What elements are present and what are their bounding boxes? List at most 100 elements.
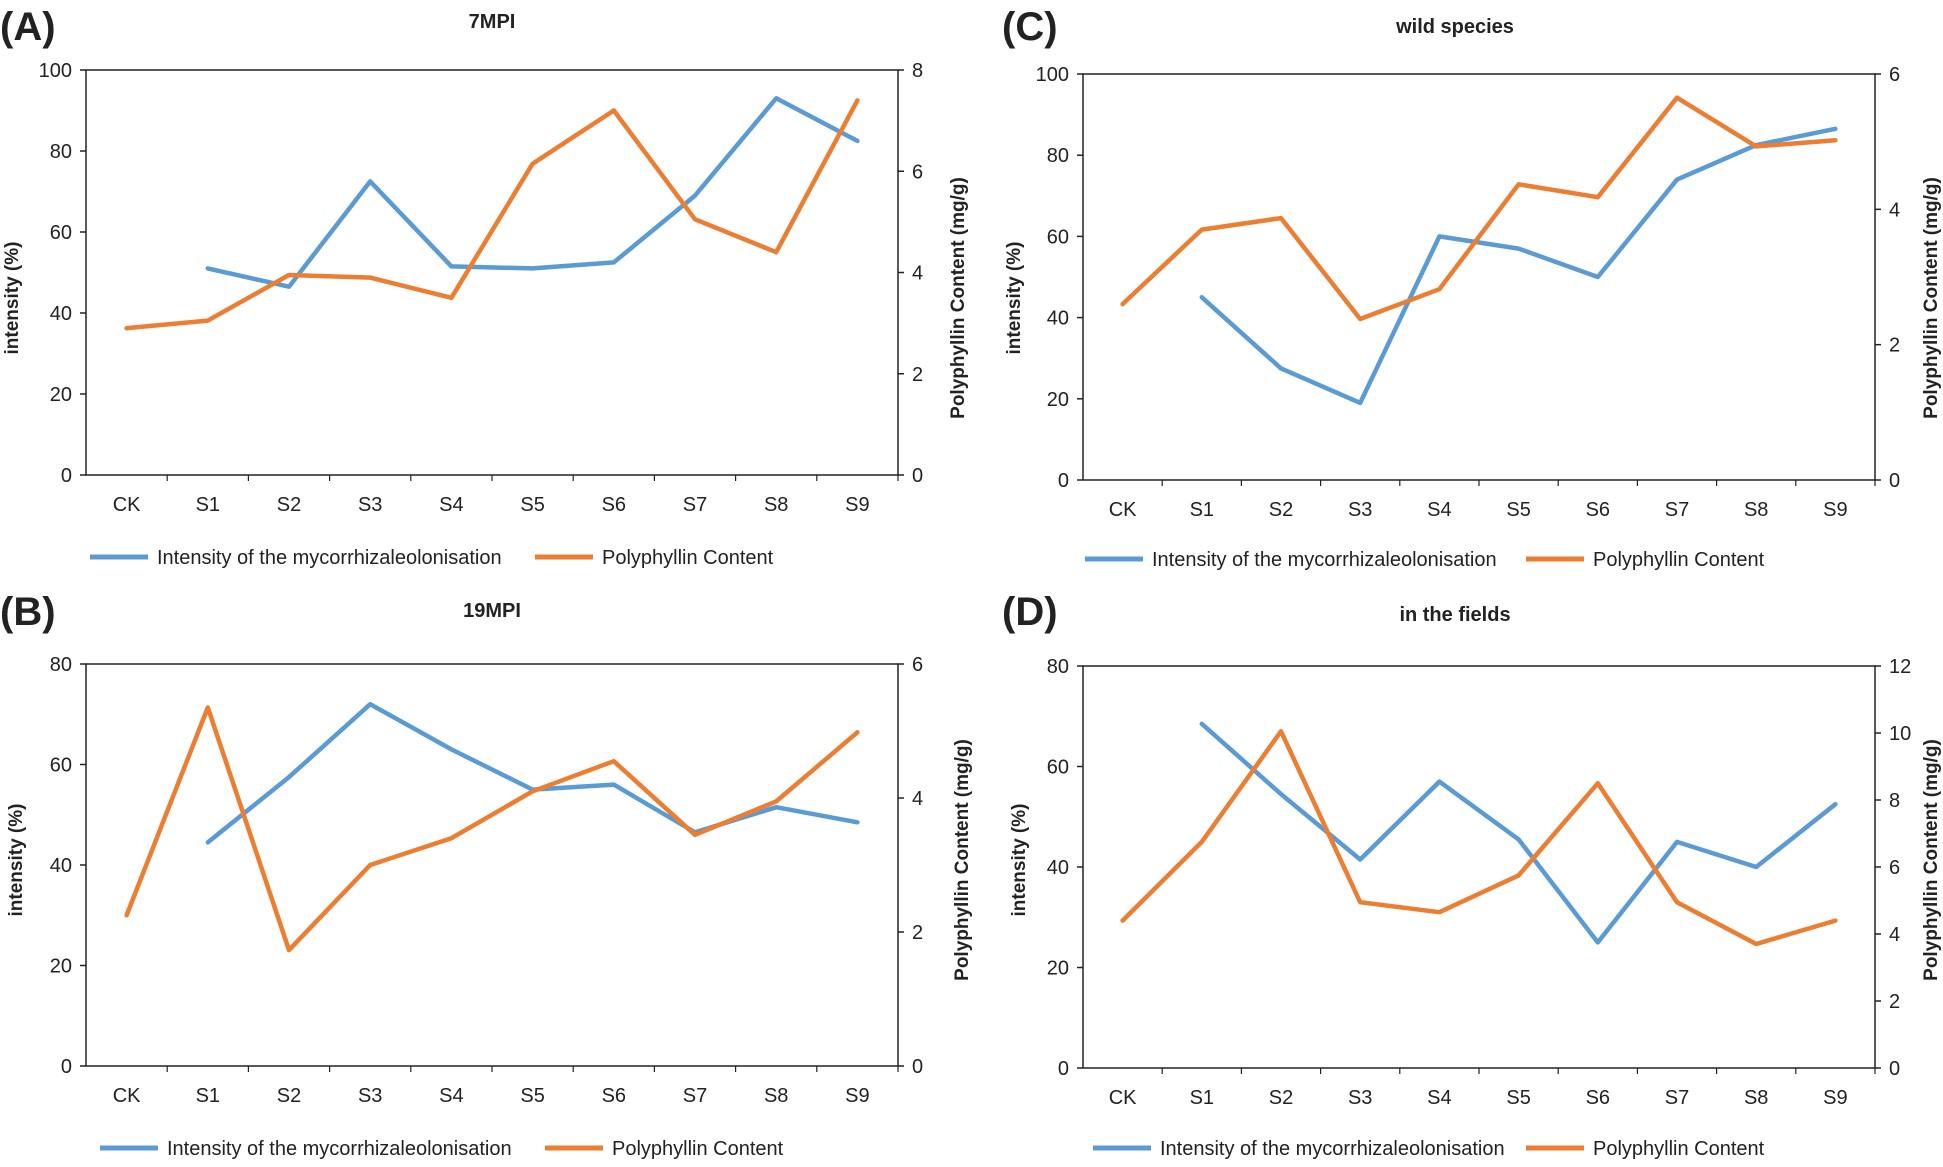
plot-area <box>86 70 898 475</box>
chart-title: 19MPI <box>463 600 521 622</box>
y2-tick-label: 8 <box>1889 790 1900 812</box>
y2-tick-label: 10 <box>1889 723 1911 745</box>
chart-title: in the fields <box>1399 604 1510 626</box>
series-line-content <box>127 708 858 951</box>
legend-label-content: Polyphyllin Content <box>612 1138 784 1160</box>
y2-tick-label: 0 <box>912 1056 923 1078</box>
y-tick-label: 40 <box>50 303 72 325</box>
y-axis-title: intensity (%) <box>1009 804 1030 917</box>
legend-label-content: Polyphyllin Content <box>1593 549 1765 571</box>
x-tick-label: S2 <box>1269 499 1293 521</box>
x-tick-label: S3 <box>1348 1087 1372 1109</box>
x-tick-label: S1 <box>196 1085 220 1107</box>
y-tick-label: 60 <box>50 222 72 244</box>
panel-label: (C) <box>1002 5 1058 49</box>
y-tick-label: 20 <box>1047 958 1069 980</box>
y-tick-label: 40 <box>50 855 72 877</box>
x-tick-label: S8 <box>1744 1087 1768 1109</box>
x-tick-label: S8 <box>764 1085 788 1107</box>
y-tick-label: 80 <box>50 654 72 676</box>
y-tick-label: 80 <box>1047 656 1069 678</box>
y2-tick-label: 8 <box>912 60 923 82</box>
y2-tick-label: 0 <box>1889 1058 1900 1080</box>
y2-tick-label: 0 <box>912 465 923 487</box>
x-tick-label: S7 <box>683 1085 707 1107</box>
chart-title: 7MPI <box>469 11 516 33</box>
y2-axis-title: Polyphyllin Content (mg/g) <box>948 177 969 419</box>
series-line-intensity <box>1202 724 1836 943</box>
y2-tick-label: 0 <box>1889 470 1900 492</box>
plot-area <box>1083 74 1875 480</box>
x-tick-label: S7 <box>1665 499 1689 521</box>
x-tick-label: CK <box>113 494 141 516</box>
x-tick-label: S4 <box>439 1085 463 1107</box>
x-tick-label: S1 <box>1190 499 1214 521</box>
y-tick-label: 0 <box>1058 470 1069 492</box>
y2-axis-title: Polyphyllin Content (mg/g) <box>952 739 973 981</box>
y-tick-label: 60 <box>1047 226 1069 248</box>
y2-tick-label: 6 <box>912 654 923 676</box>
legend-label-content: Polyphyllin Content <box>1593 1138 1765 1160</box>
y-axis-title: intensity (%) <box>1004 242 1025 355</box>
chart-title: wild species <box>1395 16 1514 38</box>
x-tick-label: S7 <box>1665 1087 1689 1109</box>
y2-tick-label: 2 <box>1889 335 1900 357</box>
y-tick-label: 60 <box>50 755 72 777</box>
x-tick-label: S4 <box>1427 499 1451 521</box>
x-tick-label: S7 <box>683 494 707 516</box>
x-tick-label: S9 <box>1823 499 1847 521</box>
y2-tick-label: 4 <box>912 788 923 810</box>
legend-label-content: Polyphyllin Content <box>602 547 774 569</box>
y2-tick-label: 6 <box>1889 64 1900 86</box>
y-tick-label: 100 <box>1036 64 1069 86</box>
x-tick-label: S5 <box>520 1085 544 1107</box>
x-tick-label: S5 <box>1506 1087 1530 1109</box>
y2-tick-label: 12 <box>1889 656 1911 678</box>
y-tick-label: 80 <box>1047 145 1069 167</box>
x-tick-label: S8 <box>764 494 788 516</box>
panel-label: (A) <box>0 5 56 49</box>
x-tick-label: S1 <box>1190 1087 1214 1109</box>
x-tick-label: S3 <box>358 494 382 516</box>
x-tick-label: S1 <box>196 494 220 516</box>
y2-axis-title: Polyphyllin Content (mg/g) <box>1921 739 1942 981</box>
y-tick-label: 0 <box>1058 1058 1069 1080</box>
x-tick-label: S2 <box>277 1085 301 1107</box>
y2-tick-label: 2 <box>912 922 923 944</box>
legend-label-intensity: Intensity of the mycorrhizaleolonisation <box>1160 1138 1505 1160</box>
y-tick-label: 60 <box>1047 757 1069 779</box>
x-tick-label: CK <box>113 1085 141 1107</box>
y2-tick-label: 4 <box>1889 199 1900 221</box>
legend-label-intensity: Intensity of the mycorrhizaleolonisation <box>157 547 502 569</box>
legend-label-intensity: Intensity of the mycorrhizaleolonisation <box>167 1138 512 1160</box>
x-tick-label: S6 <box>1586 1087 1610 1109</box>
panel-label: (B) <box>0 590 56 634</box>
y-tick-label: 100 <box>39 60 72 82</box>
x-tick-label: CK <box>1109 499 1137 521</box>
series-line-content <box>1123 98 1836 319</box>
series-line-content <box>1123 731 1836 944</box>
y2-tick-label: 2 <box>1889 991 1900 1013</box>
y-tick-label: 20 <box>1047 389 1069 411</box>
y-tick-label: 20 <box>50 956 72 978</box>
y-tick-label: 0 <box>61 465 72 487</box>
x-tick-label: S9 <box>845 494 869 516</box>
x-tick-label: S4 <box>439 494 463 516</box>
y-tick-label: 20 <box>50 384 72 406</box>
y-axis-title: intensity (%) <box>6 804 27 917</box>
y2-tick-label: 4 <box>1889 924 1900 946</box>
x-tick-label: S8 <box>1744 499 1768 521</box>
x-tick-label: S4 <box>1427 1087 1451 1109</box>
x-tick-label: S5 <box>1506 499 1530 521</box>
x-tick-label: S2 <box>1269 1087 1293 1109</box>
y-tick-label: 40 <box>1047 308 1069 330</box>
panel-label: (D) <box>1002 590 1058 634</box>
x-tick-label: CK <box>1109 1087 1137 1109</box>
x-tick-label: S6 <box>602 1085 626 1107</box>
x-tick-label: S6 <box>602 494 626 516</box>
y-axis-title: intensity (%) <box>2 242 23 355</box>
